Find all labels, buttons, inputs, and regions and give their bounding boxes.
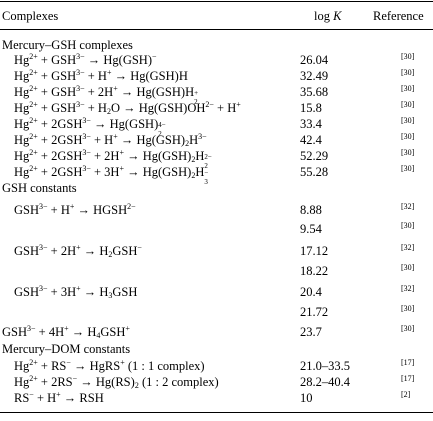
reference-cell: [30] xyxy=(401,68,415,77)
equation-cell: Hg2+ + GSH3− → Hg(GSH)− xyxy=(14,52,157,68)
log-k-cell: 18.22 xyxy=(300,264,329,278)
table-row: 18.22 [30] xyxy=(0,263,433,279)
section-title-gsh-constants: GSH constants xyxy=(2,181,77,195)
equation-cell: Hg2+ + 2GSH3− → Hg(GSH) 4− 2 xyxy=(14,116,166,138)
reference-cell: [30] xyxy=(401,304,415,313)
table-row: 9.54 [30] xyxy=(0,221,433,237)
equation-cell: Hg2+ + 2GSH3− + 2H+ → Hg(GSH)2H 2− 2 xyxy=(14,148,212,170)
table-row: Hg2+ + 2GSH3− + 3H+ → Hg(GSH)2H −3 55.28 … xyxy=(0,164,433,186)
reference-cell: [32] xyxy=(401,243,415,252)
header-log-k-variable: K xyxy=(333,9,342,23)
table-row: Hg2+ + GSH3− + H+ → Hg(GSH)H 32.49 [30] xyxy=(0,68,433,84)
log-k-cell: 21.72 xyxy=(300,305,329,319)
table-row: Hg2+ + 2GSH3− + 2H+ → Hg(GSH)2H 2− 2 52.29… xyxy=(0,148,433,170)
table-row: GSH3− + 3H+ → H3GSH 20.4 [32] xyxy=(0,284,433,300)
equation-cell: GSH3− + H+ → HGSH2− xyxy=(14,202,136,218)
equation-cell: GSH3− + 2H+ → H2GSH− xyxy=(14,243,142,259)
log-k-cell: 28.2–40.4 xyxy=(300,375,350,389)
log-k-cell: 8.88 xyxy=(300,203,322,217)
log-k-cell: 42.4 xyxy=(300,133,322,147)
equation-cell: Hg2+ + GSH3− + H+ → Hg(GSH)H xyxy=(14,68,188,84)
equation-cell: Hg2+ + GSH3− + 2H+ → Hg(GSH)H +2 xyxy=(14,84,199,106)
equation-cell: GSH3− + 3H+ → H3GSH xyxy=(14,284,138,300)
reference-cell: [30] xyxy=(401,164,415,173)
reference-cell: [17] xyxy=(401,374,415,383)
equation-cell: GSH3− + 4H+ → H4GSH+ xyxy=(2,324,130,340)
table-row: Hg2+ + GSH3− + H2O → Hg(GSH)OH2− + H+ 15… xyxy=(0,100,433,116)
header-rule xyxy=(0,29,433,30)
reference-cell: [30] xyxy=(401,52,415,61)
reference-cell: [32] xyxy=(401,284,415,293)
reference-cell: [2] xyxy=(401,390,411,399)
log-k-cell: 20.4 xyxy=(300,285,322,299)
table-row: Hg2+ + 2GSH3− + H+ → Hg(GSH)2H3− 42.4 [3… xyxy=(0,132,433,148)
header-reference: Reference xyxy=(373,9,424,23)
table-row: GSH3− + H+ → HGSH2− 8.88 [32] xyxy=(0,202,433,218)
log-k-cell: 17.12 xyxy=(300,244,329,258)
table-row: Hg2+ + GSH3− + 2H+ → Hg(GSH)H +2 35.68 [3… xyxy=(0,84,433,106)
reference-cell: [30] xyxy=(401,132,415,141)
reference-cell: [30] xyxy=(401,116,415,125)
section-title-mercury-gsh: Mercury–GSH complexes xyxy=(2,38,133,52)
section-title-mercury-dom: Mercury–DOM constants xyxy=(2,342,131,356)
log-k-cell: 26.04 xyxy=(300,53,329,67)
reference-cell: [17] xyxy=(401,358,415,367)
log-k-cell: 9.54 xyxy=(300,222,322,236)
log-k-cell: 33.4 xyxy=(300,117,322,131)
table-row: Hg2+ + GSH3− → Hg(GSH)− 26.04 [30] xyxy=(0,52,433,68)
log-k-cell: 21.0–33.5 xyxy=(300,359,350,373)
table-top-rule xyxy=(0,1,433,2)
table-row: 21.72 [30] xyxy=(0,304,433,320)
log-k-cell: 23.7 xyxy=(300,325,322,339)
log-k-cell: 52.29 xyxy=(300,149,329,163)
table-bottom-rule xyxy=(0,412,433,413)
reference-cell: [30] xyxy=(401,100,415,109)
table-row: RS− + H+ → RSH 10 [2] xyxy=(0,390,433,406)
reference-cell: [30] xyxy=(401,221,415,230)
equation-cell: Hg2+ + RS− → HgRS+ (1 : 1 complex) xyxy=(14,358,205,374)
table-row: Hg2+ + 2GSH3− → Hg(GSH) 4− 2 33.4 [30] xyxy=(0,116,433,138)
equation-cell: Hg2+ + 2RS− → Hg(RS)2 (1 : 2 complex) xyxy=(14,374,219,390)
header-log-k-prefix: log xyxy=(314,9,330,23)
header-complexes: Complexes xyxy=(2,9,59,23)
log-k-cell: 32.49 xyxy=(300,69,329,83)
reference-cell: [32] xyxy=(401,202,415,211)
header-log-k: log K xyxy=(314,9,341,23)
table-row: GSH3− + 4H+ → H4GSH+ 23.7 [30] xyxy=(0,324,433,340)
equation-cell: Hg2+ + GSH3− + H2O → Hg(GSH)OH2− + H+ xyxy=(14,100,241,116)
log-k-cell: 10 xyxy=(300,391,313,405)
log-k-cell: 55.28 xyxy=(300,165,329,179)
log-k-cell: 35.68 xyxy=(300,85,329,99)
table-row: Hg2+ + RS− → HgRS+ (1 : 1 complex) 21.0–… xyxy=(0,358,433,374)
table-row: Hg2+ + 2RS− → Hg(RS)2 (1 : 2 complex) 28… xyxy=(0,374,433,390)
reference-cell: [30] xyxy=(401,263,415,272)
equation-cell: Hg2+ + 2GSH3− + H+ → Hg(GSH)2H3− xyxy=(14,132,207,148)
log-k-cell: 15.8 xyxy=(300,101,322,115)
equation-cell: Hg2+ + 2GSH3− + 3H+ → Hg(GSH)2H −3 xyxy=(14,164,209,186)
reference-cell: [30] xyxy=(401,148,415,157)
reference-cell: [30] xyxy=(401,84,415,93)
equation-cell: RS− + H+ → RSH xyxy=(14,390,104,406)
table-row: GSH3− + 2H+ → H2GSH− 17.12 [32] xyxy=(0,243,433,259)
reference-cell: [30] xyxy=(401,324,415,333)
